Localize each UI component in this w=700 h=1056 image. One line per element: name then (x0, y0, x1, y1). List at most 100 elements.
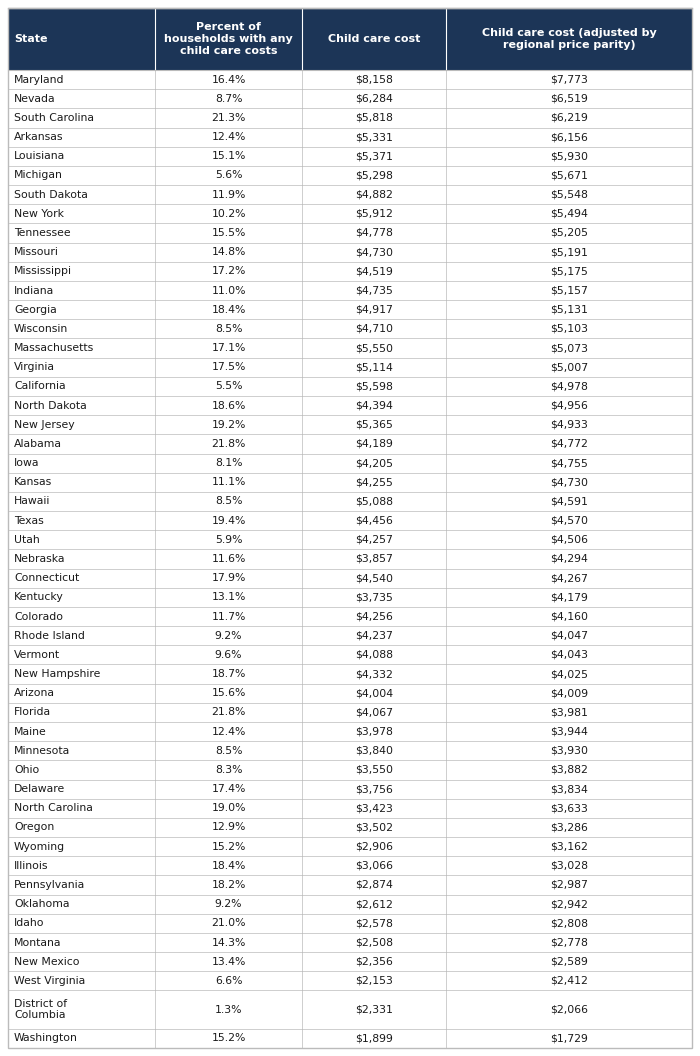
Text: North Carolina: North Carolina (14, 804, 93, 813)
Text: $5,191: $5,191 (550, 247, 588, 258)
Text: 8.5%: 8.5% (215, 324, 242, 334)
Text: Florida: Florida (14, 708, 51, 717)
Bar (8, 8, 692, 70)
Text: $8,158: $8,158 (355, 75, 393, 84)
Text: $3,834: $3,834 (550, 785, 588, 794)
Text: $4,189: $4,189 (355, 439, 393, 449)
Text: $2,578: $2,578 (355, 919, 393, 928)
Bar (8, 972, 692, 991)
Bar (8, 549, 692, 568)
Text: 9.6%: 9.6% (215, 649, 242, 660)
Text: 8.1%: 8.1% (215, 458, 242, 468)
Text: $2,906: $2,906 (355, 842, 393, 851)
Text: $4,025: $4,025 (550, 670, 588, 679)
Bar (8, 875, 692, 894)
Text: $4,778: $4,778 (355, 228, 393, 238)
Text: $5,205: $5,205 (550, 228, 588, 238)
Text: $3,978: $3,978 (355, 727, 393, 737)
Text: New York: New York (14, 209, 64, 219)
Text: Indiana: Indiana (14, 285, 55, 296)
Bar (8, 128, 692, 147)
Text: 17.1%: 17.1% (211, 343, 246, 353)
Text: $4,257: $4,257 (355, 534, 393, 545)
Text: $4,710: $4,710 (355, 324, 393, 334)
Text: 8.7%: 8.7% (215, 94, 242, 103)
Bar (8, 185, 692, 204)
Bar (8, 396, 692, 415)
Text: $2,356: $2,356 (355, 957, 393, 966)
Text: North Dakota: North Dakota (14, 400, 87, 411)
Text: 19.4%: 19.4% (211, 515, 246, 526)
Bar (8, 856, 692, 875)
Text: $5,494: $5,494 (550, 209, 588, 219)
Text: $4,570: $4,570 (550, 515, 588, 526)
Text: 15.1%: 15.1% (211, 151, 246, 162)
Text: $5,298: $5,298 (355, 170, 393, 181)
Text: Pennsylvania: Pennsylvania (14, 880, 85, 890)
Text: Vermont: Vermont (14, 649, 60, 660)
Text: $5,365: $5,365 (355, 420, 393, 430)
Text: Texas: Texas (14, 515, 43, 526)
Text: $1,899: $1,899 (355, 1034, 393, 1043)
Bar (8, 300, 692, 319)
Text: 13.4%: 13.4% (211, 957, 246, 966)
Text: $5,371: $5,371 (355, 151, 393, 162)
Text: $4,978: $4,978 (550, 381, 588, 392)
Text: 17.2%: 17.2% (211, 266, 246, 277)
Text: 5.6%: 5.6% (215, 170, 242, 181)
Text: $4,506: $4,506 (550, 534, 588, 545)
Text: Kentucky: Kentucky (14, 592, 64, 602)
Bar (8, 818, 692, 837)
Text: $3,857: $3,857 (355, 554, 393, 564)
Text: $4,933: $4,933 (550, 420, 588, 430)
Text: $4,205: $4,205 (355, 458, 393, 468)
Bar (8, 415, 692, 434)
Text: $3,930: $3,930 (550, 746, 588, 756)
Text: 15.6%: 15.6% (211, 689, 246, 698)
Text: 19.2%: 19.2% (211, 420, 246, 430)
Bar (8, 722, 692, 741)
Text: $6,284: $6,284 (355, 94, 393, 103)
Text: $4,755: $4,755 (550, 458, 588, 468)
Text: 11.0%: 11.0% (211, 285, 246, 296)
Bar (8, 492, 692, 511)
Text: $2,153: $2,153 (355, 976, 393, 986)
Text: $3,735: $3,735 (355, 592, 393, 602)
Text: $2,412: $2,412 (550, 976, 588, 986)
Text: Michigan: Michigan (14, 170, 63, 181)
Text: Missouri: Missouri (14, 247, 59, 258)
Bar (8, 281, 692, 300)
Bar (8, 703, 692, 722)
Text: $2,808: $2,808 (550, 919, 588, 928)
Text: Georgia: Georgia (14, 305, 57, 315)
Text: $4,540: $4,540 (355, 573, 393, 583)
Text: Colorado: Colorado (14, 611, 63, 622)
Text: 15.2%: 15.2% (211, 842, 246, 851)
Text: Minnesota: Minnesota (14, 746, 70, 756)
Text: 6.6%: 6.6% (215, 976, 242, 986)
Text: 18.7%: 18.7% (211, 670, 246, 679)
Bar (8, 109, 692, 128)
Text: $5,912: $5,912 (355, 209, 393, 219)
Text: $5,103: $5,103 (550, 324, 588, 334)
Text: $3,550: $3,550 (355, 765, 393, 775)
Text: Maine: Maine (14, 727, 47, 737)
Text: 8.3%: 8.3% (215, 765, 242, 775)
Bar (8, 588, 692, 607)
Text: $4,519: $4,519 (355, 266, 393, 277)
Text: $5,930: $5,930 (550, 151, 588, 162)
Text: $4,179: $4,179 (550, 592, 588, 602)
Text: West Virginia: West Virginia (14, 976, 85, 986)
Text: 12.4%: 12.4% (211, 727, 246, 737)
Bar (8, 798, 692, 818)
Bar (8, 837, 692, 856)
Text: 18.6%: 18.6% (211, 400, 246, 411)
Text: $4,394: $4,394 (355, 400, 393, 411)
Text: 21.8%: 21.8% (211, 708, 246, 717)
Bar (8, 894, 692, 913)
Bar (8, 434, 692, 453)
Text: 18.4%: 18.4% (211, 305, 246, 315)
Text: Iowa: Iowa (14, 458, 39, 468)
Bar (8, 913, 692, 932)
Text: $2,508: $2,508 (355, 938, 393, 947)
